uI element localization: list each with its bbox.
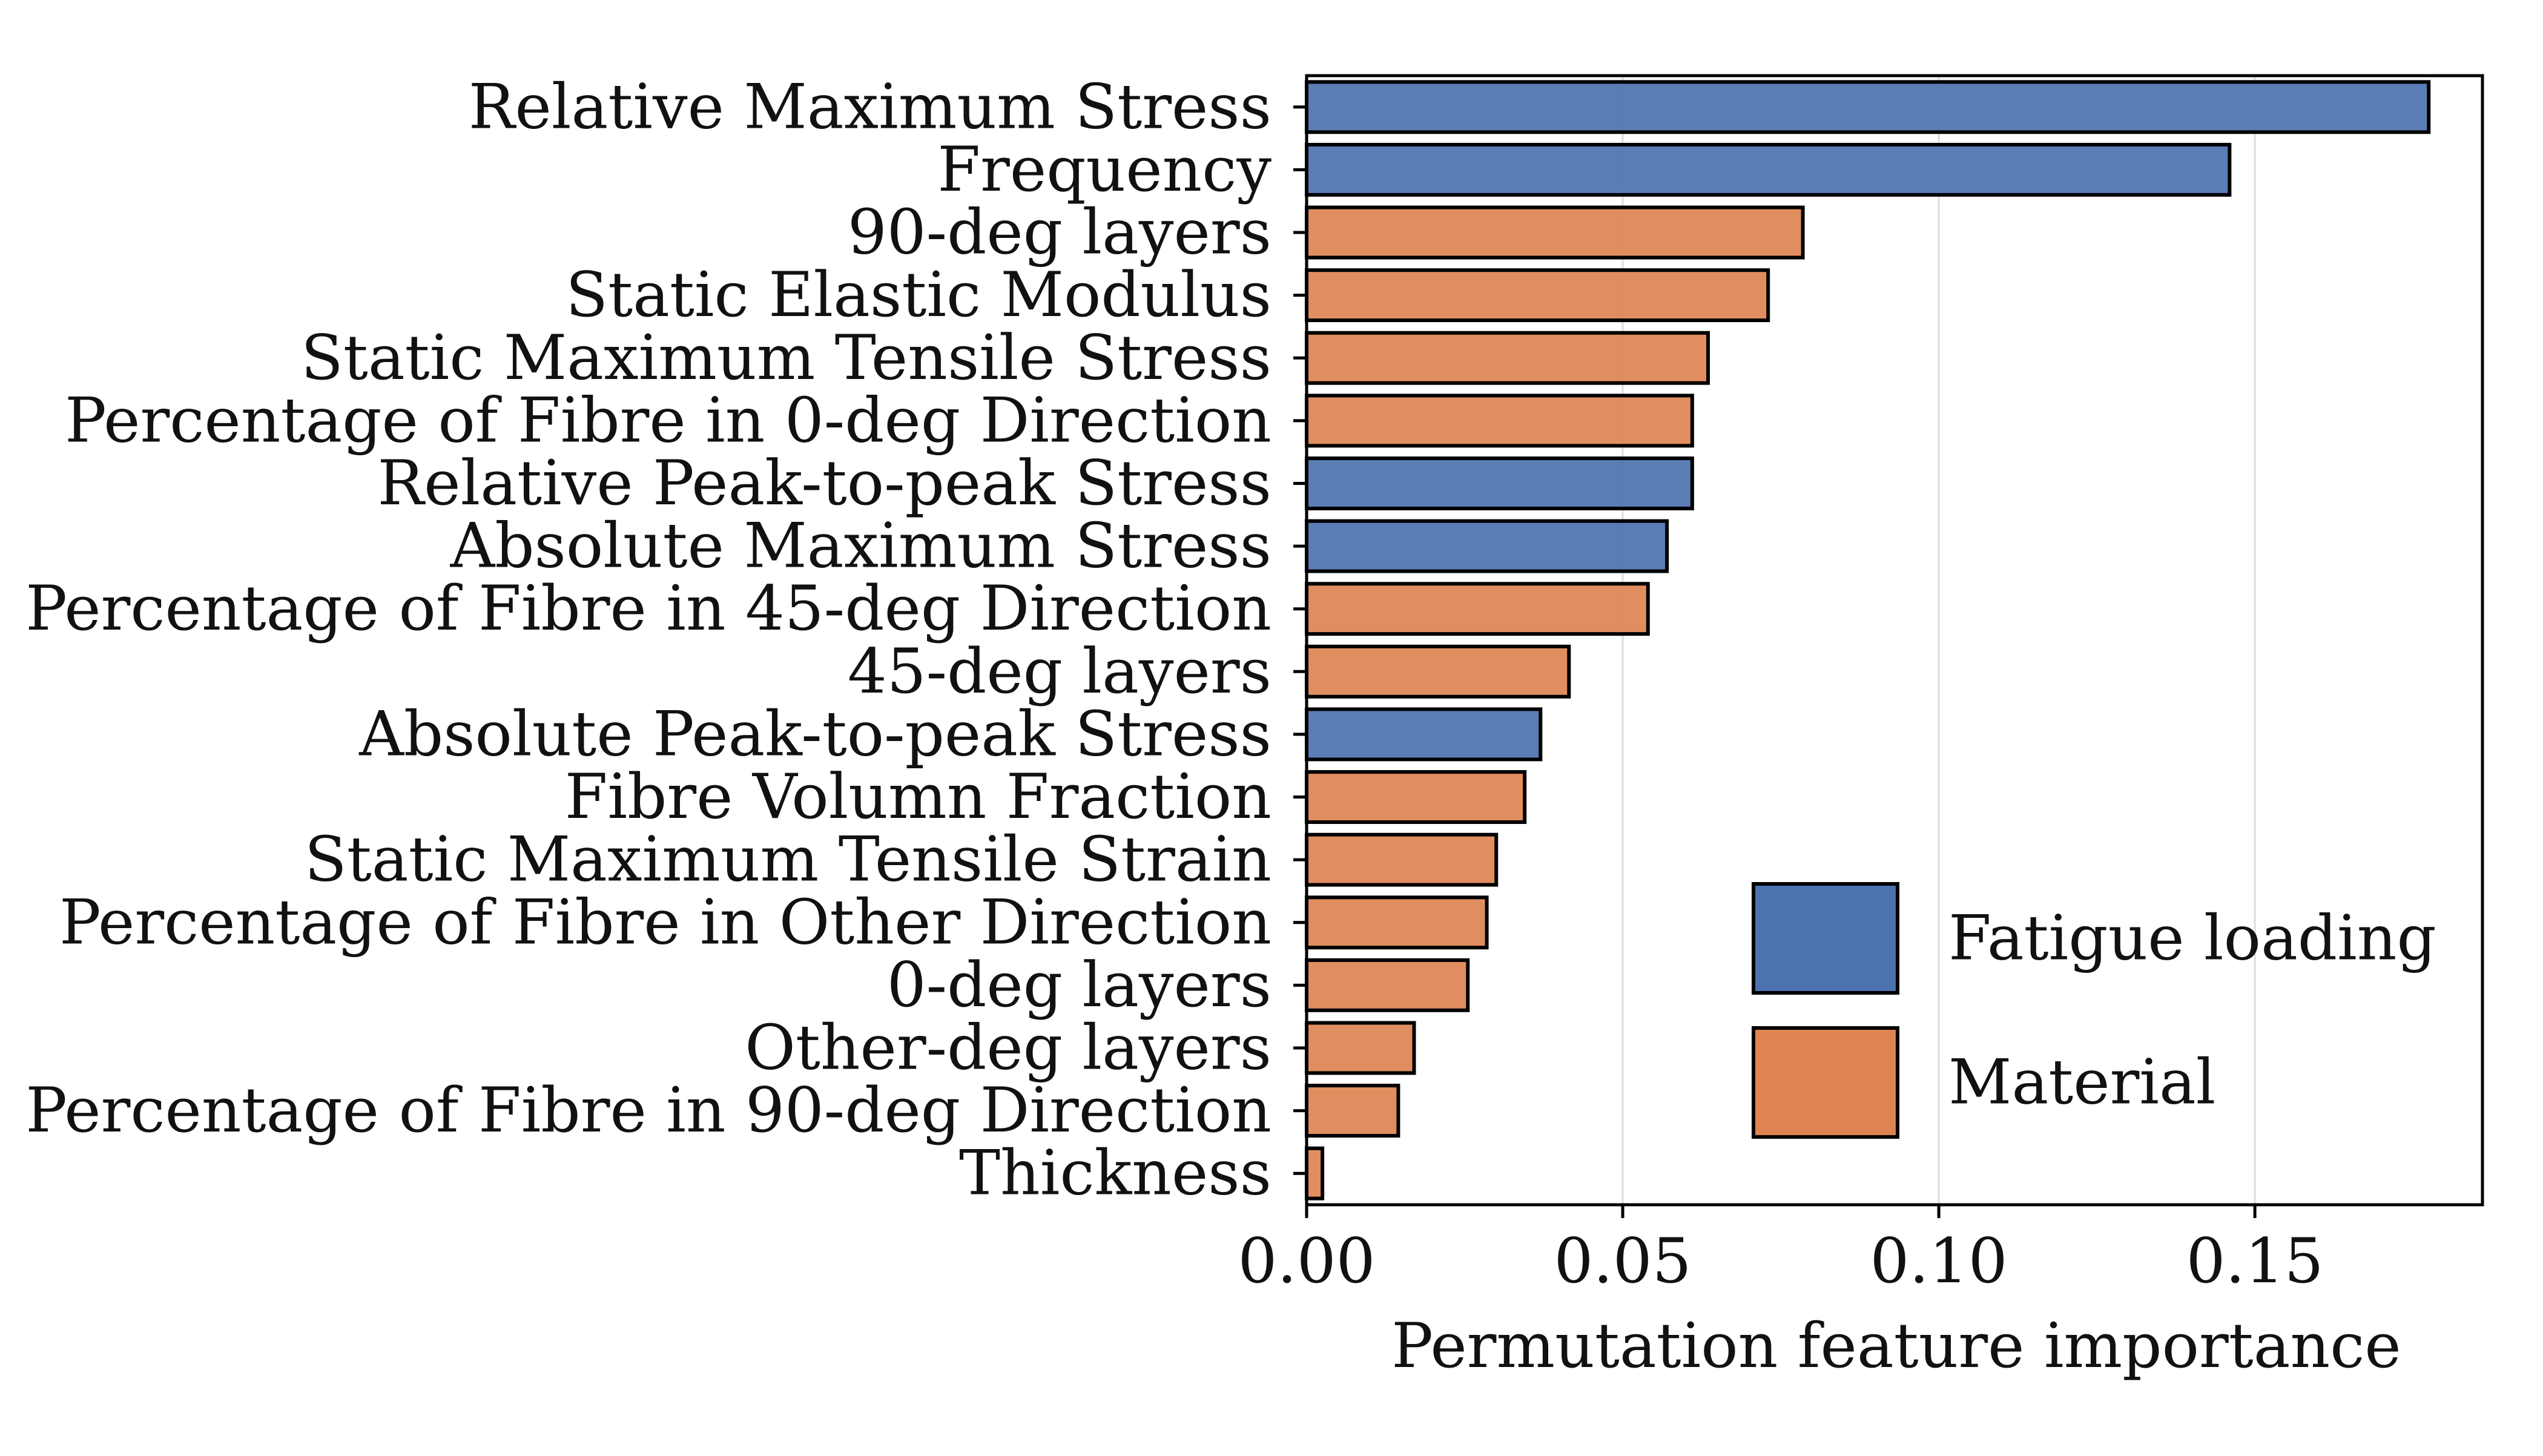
category-label: Relative Peak-to-peak Stress [377,447,1272,519]
bar [1305,1084,1400,1138]
bar [1305,832,1499,887]
legend-label: Fatigue loading [1948,903,2436,975]
bar [1305,707,1543,762]
x-axis-title: Permutation feature importance [1391,1310,2401,1382]
bar [1305,644,1571,699]
x-tick-label: 0.15 [2186,1225,2324,1297]
bar [1305,80,2431,134]
axes [1293,74,2484,1218]
bar [1305,331,1710,385]
legend-swatch [1752,1026,1899,1139]
bar [1305,142,2232,197]
x-tick-label: 0.10 [1870,1225,2008,1297]
bar [1305,1146,1325,1201]
category-label: 90-deg layers [848,197,1272,269]
bar [1305,268,1770,323]
plot-frame [1305,74,2484,1207]
bar [1305,770,1527,824]
category-label: 0-deg layers [887,949,1272,1021]
category-label: Absolute Peak-to-peak Stress [358,698,1272,770]
category-label: 45-deg layers [848,636,1272,708]
category-label: Percentage of Fibre in Other Direction [59,886,1272,958]
category-label: Percentage of Fibre in 45-deg Direction [25,573,1272,645]
category-label: Frequency [937,134,1272,206]
bar [1305,958,1470,1012]
category-label: Fibre Volumn Fraction [565,761,1272,833]
bar [1305,1021,1416,1075]
bar [1305,205,1805,260]
category-label: Absolute Maximum Stress [450,510,1272,582]
category-label: Percentage of Fibre in 90-deg Direction [25,1075,1272,1147]
category-label: Percentage of Fibre in 0-deg Direction [65,384,1272,456]
bar [1305,394,1694,448]
category-label: Static Maximum Tensile Stress [301,322,1272,394]
bars [1305,80,2431,1201]
bar [1305,895,1489,950]
category-label: Thickness [959,1138,1272,1210]
legend: Fatigue loading Material [1752,882,2436,1139]
bar [1305,456,1694,510]
x-tick-label: 0.00 [1238,1225,1375,1297]
legend-label: Material [1948,1047,2215,1119]
category-label: Other-deg layers [745,1012,1272,1084]
x-tick-label: 0.05 [1554,1225,1691,1297]
bar [1305,519,1669,573]
category-label: Static Elastic Modulus [566,259,1272,331]
bar [1305,582,1650,636]
category-label: Static Maximum Tensile Strain [305,824,1272,896]
category-label: Relative Maximum Stress [469,71,1272,143]
legend-swatch [1752,882,1899,995]
grid-lines [1621,76,2256,1205]
